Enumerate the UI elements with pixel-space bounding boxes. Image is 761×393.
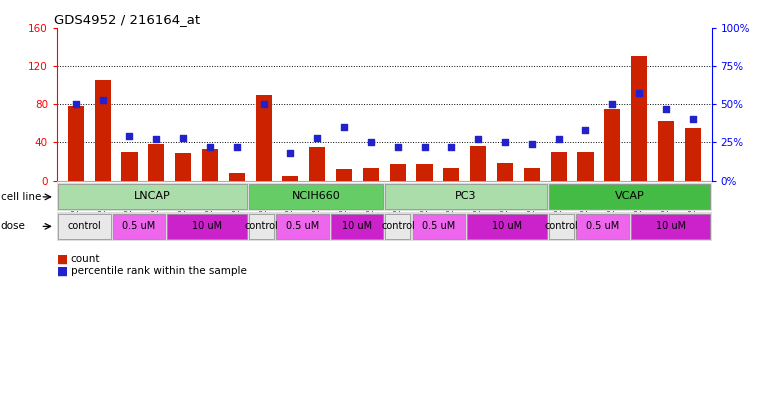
Text: control: control [245, 221, 279, 231]
Text: cell line: cell line [1, 192, 41, 202]
Bar [122, 152, 138, 181]
Bar [58, 184, 247, 209]
Point [633, 90, 645, 97]
Point [70, 101, 82, 107]
Text: PC3: PC3 [455, 191, 477, 201]
Point [231, 144, 243, 150]
Point [660, 106, 672, 112]
Bar [685, 128, 701, 181]
Bar [497, 163, 513, 181]
Point [177, 135, 189, 141]
Point [445, 144, 457, 150]
Text: dose: dose [1, 221, 26, 231]
Bar [549, 184, 711, 209]
Bar [524, 168, 540, 181]
Point [472, 136, 484, 143]
Bar [631, 56, 647, 181]
Bar [229, 173, 245, 181]
Text: 0.5 uM: 0.5 uM [286, 221, 319, 231]
Bar [167, 214, 247, 239]
Point [257, 101, 269, 107]
Bar [175, 153, 191, 181]
Bar [604, 109, 620, 181]
Text: 10 uM: 10 uM [655, 221, 686, 231]
Bar [412, 214, 465, 239]
Text: LNCAP: LNCAP [134, 191, 171, 201]
Bar [385, 184, 547, 209]
Bar [148, 144, 164, 181]
Bar [331, 214, 384, 239]
Bar [549, 214, 574, 239]
Bar [551, 152, 567, 181]
Point [392, 144, 404, 150]
Point [552, 136, 565, 143]
Bar [58, 214, 110, 239]
Point [285, 150, 297, 156]
Bar [467, 214, 547, 239]
Bar [576, 214, 629, 239]
Text: NCIH660: NCIH660 [291, 191, 340, 201]
Bar [249, 214, 274, 239]
Bar [249, 184, 384, 209]
Bar [470, 146, 486, 181]
Text: GDS4952 / 216164_at: GDS4952 / 216164_at [54, 13, 200, 26]
Text: percentile rank within the sample: percentile rank within the sample [71, 266, 247, 276]
Point [365, 139, 377, 145]
Text: ■: ■ [57, 264, 68, 278]
Text: 0.5 uM: 0.5 uM [123, 221, 155, 231]
Point [311, 135, 323, 141]
Bar [256, 95, 272, 181]
Text: 10 uM: 10 uM [342, 221, 372, 231]
Point [526, 141, 538, 147]
Point [338, 124, 350, 130]
Text: 0.5 uM: 0.5 uM [586, 221, 619, 231]
Bar [416, 163, 432, 181]
Bar [385, 214, 410, 239]
Bar [631, 214, 711, 239]
Bar [202, 149, 218, 181]
Text: VCAP: VCAP [615, 191, 645, 201]
Point [419, 144, 431, 150]
Bar [390, 165, 406, 181]
Bar [363, 168, 379, 181]
Point [579, 127, 591, 133]
Bar [113, 214, 165, 239]
Bar [282, 176, 298, 181]
Bar [68, 106, 84, 181]
Text: control: control [545, 221, 578, 231]
Point [150, 136, 162, 143]
Bar [309, 147, 325, 181]
Point [607, 101, 619, 107]
Text: 10 uM: 10 uM [192, 221, 222, 231]
Bar [94, 80, 110, 181]
Bar [276, 214, 329, 239]
Bar [578, 152, 594, 181]
Bar [444, 168, 460, 181]
Text: control: control [381, 221, 415, 231]
Point [123, 133, 135, 140]
Point [499, 139, 511, 145]
Bar [658, 121, 674, 181]
Point [204, 144, 216, 150]
Point [97, 96, 109, 103]
Bar [336, 169, 352, 181]
Text: count: count [71, 254, 100, 264]
Text: ■: ■ [57, 253, 68, 266]
Point [686, 116, 699, 123]
Text: 0.5 uM: 0.5 uM [422, 221, 456, 231]
Text: 10 uM: 10 uM [492, 221, 522, 231]
Text: control: control [68, 221, 101, 231]
